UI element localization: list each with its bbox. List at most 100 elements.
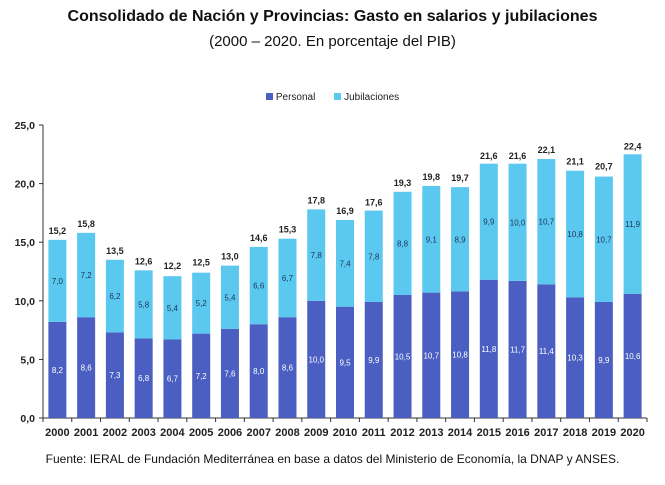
bar-value-label: 10,0 [510, 218, 526, 227]
bar-value-label: 7,6 [224, 369, 236, 378]
y-tick-label: 5,0 [20, 354, 35, 366]
bar-total-label: 12,6 [135, 256, 153, 266]
x-tick-label: 2000 [45, 427, 69, 439]
bar-total-label: 19,3 [394, 178, 412, 188]
x-tick-label: 2007 [246, 427, 270, 439]
bar-jubilaciones-2015 [479, 163, 498, 280]
bar-value-label: 6,2 [109, 292, 121, 301]
bar-value-label: 10,3 [567, 354, 583, 363]
bar-value-label: 8,0 [253, 367, 265, 376]
y-tick-label: 20,0 [15, 179, 36, 191]
bar-jubilaciones-2001 [77, 232, 96, 318]
bar-personal-2004 [163, 339, 182, 418]
bar-value-label: 10,7 [539, 218, 555, 227]
bar-personal-2020 [623, 293, 642, 418]
bar-value-label: 8,9 [454, 235, 466, 244]
bar-total-label: 13,0 [221, 252, 239, 262]
legend: Personal Jubilaciones [0, 92, 665, 103]
bar-personal-2009 [307, 300, 326, 418]
bar-value-label: 10,7 [596, 235, 612, 244]
bar-value-label: 6,6 [253, 282, 265, 291]
bar-value-label: 10,6 [625, 352, 641, 361]
bar-personal-2014 [451, 291, 470, 418]
chart-title: Consolidado de Nación y Provincias: Gast… [67, 8, 598, 25]
bar-value-label: 9,9 [483, 218, 495, 227]
bar-value-label: 6,8 [138, 374, 150, 383]
bar-personal-2002 [105, 332, 124, 418]
x-tick-label: 2003 [131, 427, 155, 439]
bar-personal-2005 [192, 333, 211, 418]
bar-jubilaciones-2016 [508, 163, 527, 281]
bar-total-label: 17,8 [307, 195, 325, 205]
bar-value-label: 10,8 [567, 230, 583, 239]
bar-total-label: 15,2 [49, 226, 67, 236]
bar-total-label: 19,8 [423, 172, 441, 182]
bar-jubilaciones-2017 [537, 158, 556, 285]
legend-item-jubilaciones: Jubilaciones [334, 92, 399, 103]
bar-value-label: 8,6 [282, 364, 294, 373]
bar-value-label: 7,8 [311, 251, 323, 260]
y-tick-label: 15,0 [15, 237, 36, 249]
x-tick-label: 2009 [304, 427, 328, 439]
bar-total-label: 14,6 [250, 233, 268, 243]
bar-personal-2018 [566, 297, 585, 418]
bar-value-label: 11,9 [625, 220, 641, 229]
bar-total-label: 15,8 [77, 219, 95, 229]
x-tick-label: 2010 [333, 427, 357, 439]
x-tick-label: 2019 [592, 427, 616, 439]
bar-personal-2013 [422, 292, 441, 418]
legend-label-jubilaciones: Jubilaciones [344, 92, 400, 103]
bar-jubilaciones-2019 [594, 176, 613, 302]
x-tick-label: 2015 [477, 427, 501, 439]
bar-total-label: 15,3 [279, 225, 297, 235]
bar-value-label: 9,9 [368, 356, 380, 365]
bar-total-label: 21,6 [480, 151, 498, 161]
bar-total-label: 13,5 [106, 246, 124, 256]
bar-value-label: 6,7 [282, 274, 294, 283]
bar-value-label: 11,7 [510, 345, 526, 354]
bar-jubilaciones-2003 [134, 270, 153, 339]
y-tick-label: 25,0 [15, 120, 36, 132]
x-tick-label: 2014 [448, 427, 473, 439]
bar-value-label: 10,7 [423, 351, 439, 360]
bar-value-label: 11,4 [539, 347, 555, 356]
x-tick-label: 2008 [275, 427, 299, 439]
y-tick-label: 0,0 [20, 413, 35, 425]
legend-label-personal: Personal [275, 92, 316, 103]
bar-value-label: 9,1 [426, 235, 438, 244]
bar-total-label: 12,2 [164, 261, 182, 271]
x-tick-label: 2005 [189, 427, 213, 439]
bar-value-label: 8,8 [397, 239, 409, 248]
x-tick-label: 2016 [505, 427, 529, 439]
bar-personal-2001 [77, 317, 96, 418]
bar-personal-2019 [594, 301, 613, 418]
bar-personal-2016 [508, 280, 527, 418]
bar-total-label: 20,7 [595, 161, 613, 171]
bar-value-label: 5,4 [167, 304, 179, 313]
bar-jubilaciones-2008 [278, 238, 297, 318]
bar-value-label: 8,6 [81, 364, 93, 373]
chart-subtitle: (2000 – 2020. En porcentaje del PIB) [209, 33, 456, 50]
bar-jubilaciones-2020 [623, 154, 642, 294]
bar-jubilaciones-2013 [422, 185, 441, 293]
bar-value-label: 5,4 [224, 293, 236, 302]
bar-personal-2010 [336, 306, 354, 418]
bar-total-label: 17,6 [365, 198, 383, 208]
bar-jubilaciones-2005 [192, 272, 211, 334]
bar-jubilaciones-2010 [336, 219, 354, 307]
bar-personal-2003 [134, 338, 153, 418]
bar-value-label: 9,5 [339, 358, 351, 367]
bar-value-label: 5,2 [196, 299, 208, 308]
bar-value-label: 10,0 [308, 355, 324, 364]
bar-total-label: 12,5 [192, 258, 210, 268]
bar-jubilaciones-2009 [307, 209, 326, 301]
bar-personal-2017 [537, 284, 556, 418]
bar-value-label: 8,2 [52, 366, 64, 375]
x-tick-label: 2006 [218, 427, 242, 439]
bar-value-label: 7,4 [339, 259, 351, 268]
bar-total-label: 22,1 [538, 145, 556, 155]
bar-total-label: 21,1 [566, 157, 584, 167]
bar-jubilaciones-2012 [393, 191, 412, 295]
x-tick-label: 2013 [419, 427, 443, 439]
y-tick-label: 10,0 [15, 296, 36, 308]
